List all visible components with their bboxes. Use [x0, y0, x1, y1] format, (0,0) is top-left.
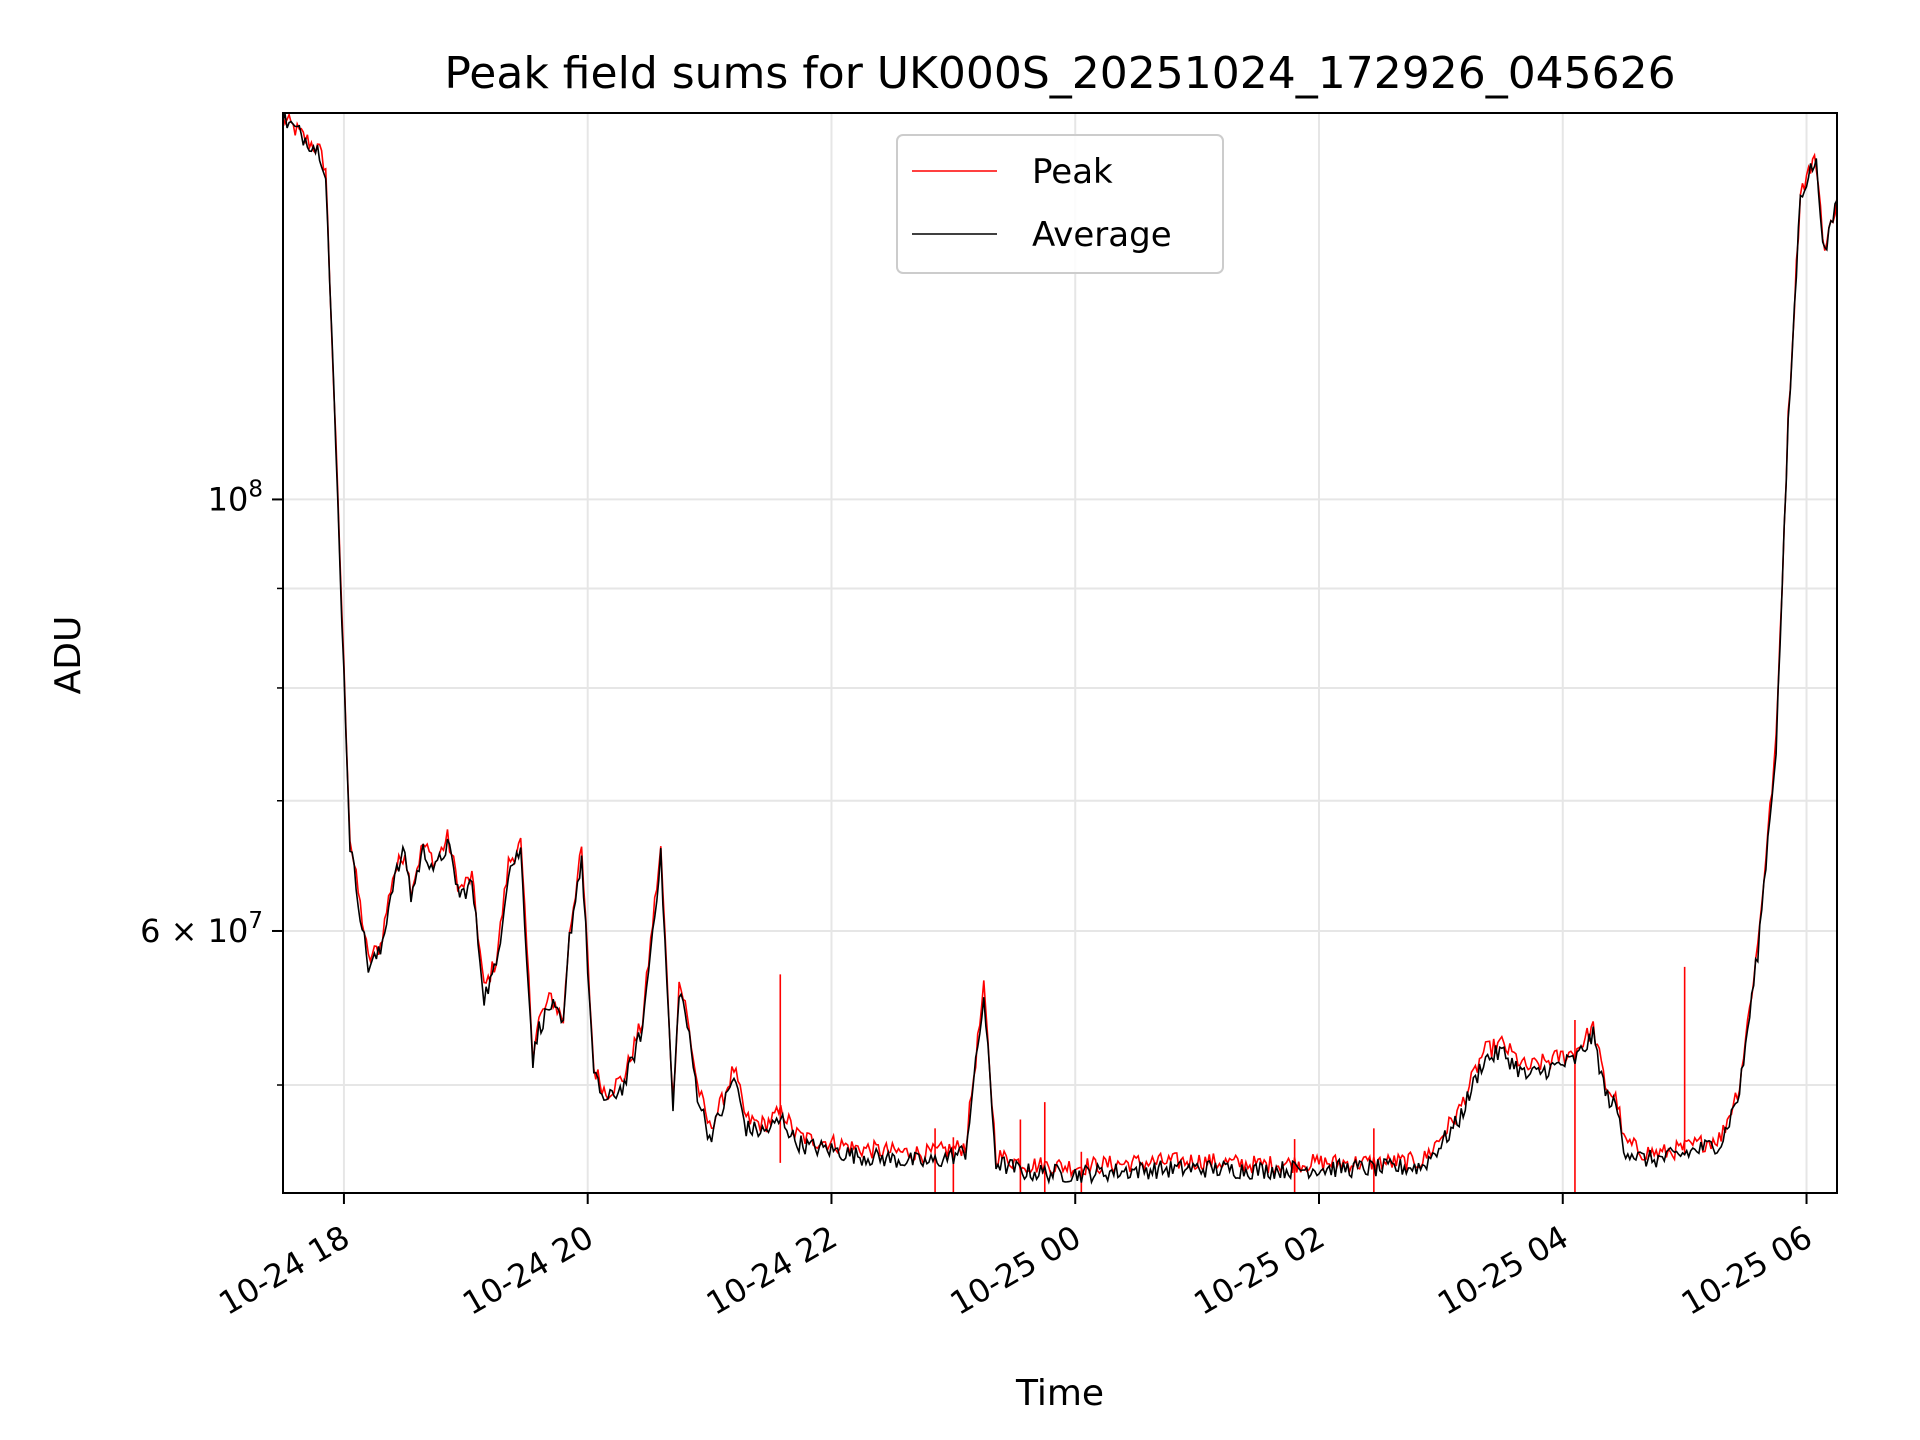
y-axis: 108 6 × 107: [140, 476, 283, 1086]
y-tick-label: 6 × 107: [140, 908, 263, 950]
x-axis-label: Time: [1015, 1373, 1104, 1414]
series-line-average: [283, 113, 1837, 1185]
y-tick-label-base: 10: [208, 480, 249, 518]
chart-title: Peak field sums for UK000S_20251024_1729…: [444, 48, 1675, 99]
y-tick-label-exponent: 7: [248, 908, 263, 934]
y-tick-label-exponent: 8: [248, 476, 263, 502]
plot-area: [283, 113, 1837, 1193]
legend-box: [896, 134, 1224, 274]
series-line-peak: [283, 113, 1837, 1179]
plot-frame: [282, 112, 1838, 1194]
y-axis-label: ADU: [48, 616, 89, 695]
y-tick-label-base: 6 × 10: [140, 912, 248, 950]
legend-label-peak: Peak: [1032, 152, 1113, 192]
legend: Peak Average: [896, 134, 1224, 274]
grid: [283, 113, 1837, 1193]
legend-label-average: Average: [1032, 215, 1172, 255]
series-group: [283, 113, 1837, 1193]
y-tick-label: 108: [208, 476, 263, 518]
